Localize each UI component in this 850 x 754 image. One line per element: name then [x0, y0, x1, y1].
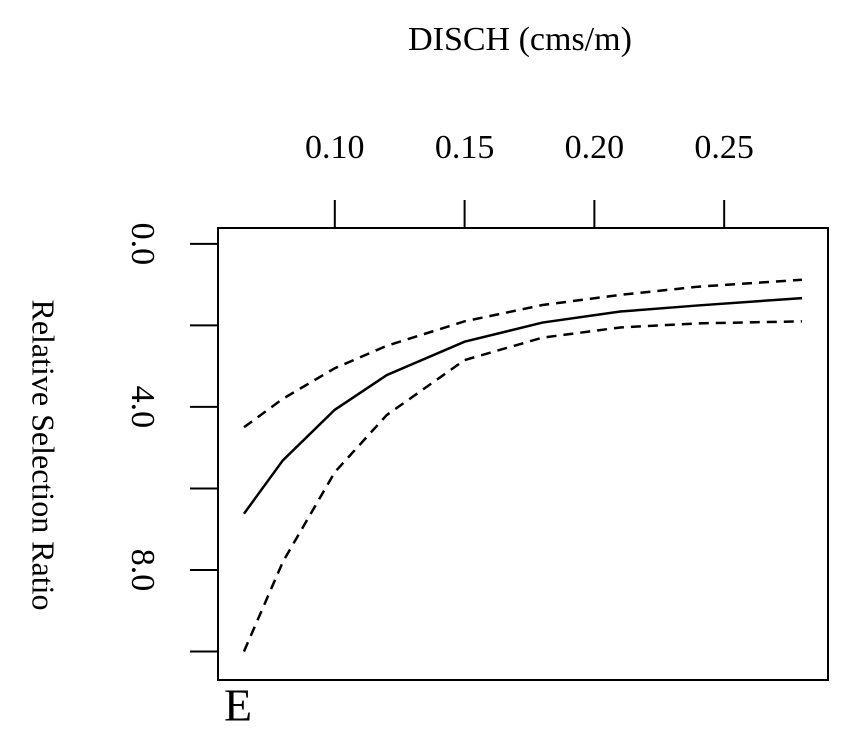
series-line [243, 278, 803, 429]
y-axis-label: Relative Selection Ratio [26, 299, 62, 610]
y-tick-label: 8.0 [124, 549, 161, 592]
panel-label: E [224, 680, 252, 731]
x-tick-label: 0.25 [694, 129, 754, 166]
x-tick-label: 0.20 [565, 129, 625, 166]
series-line [242, 296, 803, 515]
plot-frame [217, 227, 829, 681]
x-tick-label: 0.15 [435, 129, 495, 166]
y-tick-label: 0.0 [124, 223, 161, 265]
series-line [242, 320, 803, 652]
x-axis-label: DISCH (cms/m) [408, 21, 632, 58]
x-tick-label: 0.10 [305, 129, 365, 166]
y-tick-label: 4.0 [124, 386, 161, 429]
